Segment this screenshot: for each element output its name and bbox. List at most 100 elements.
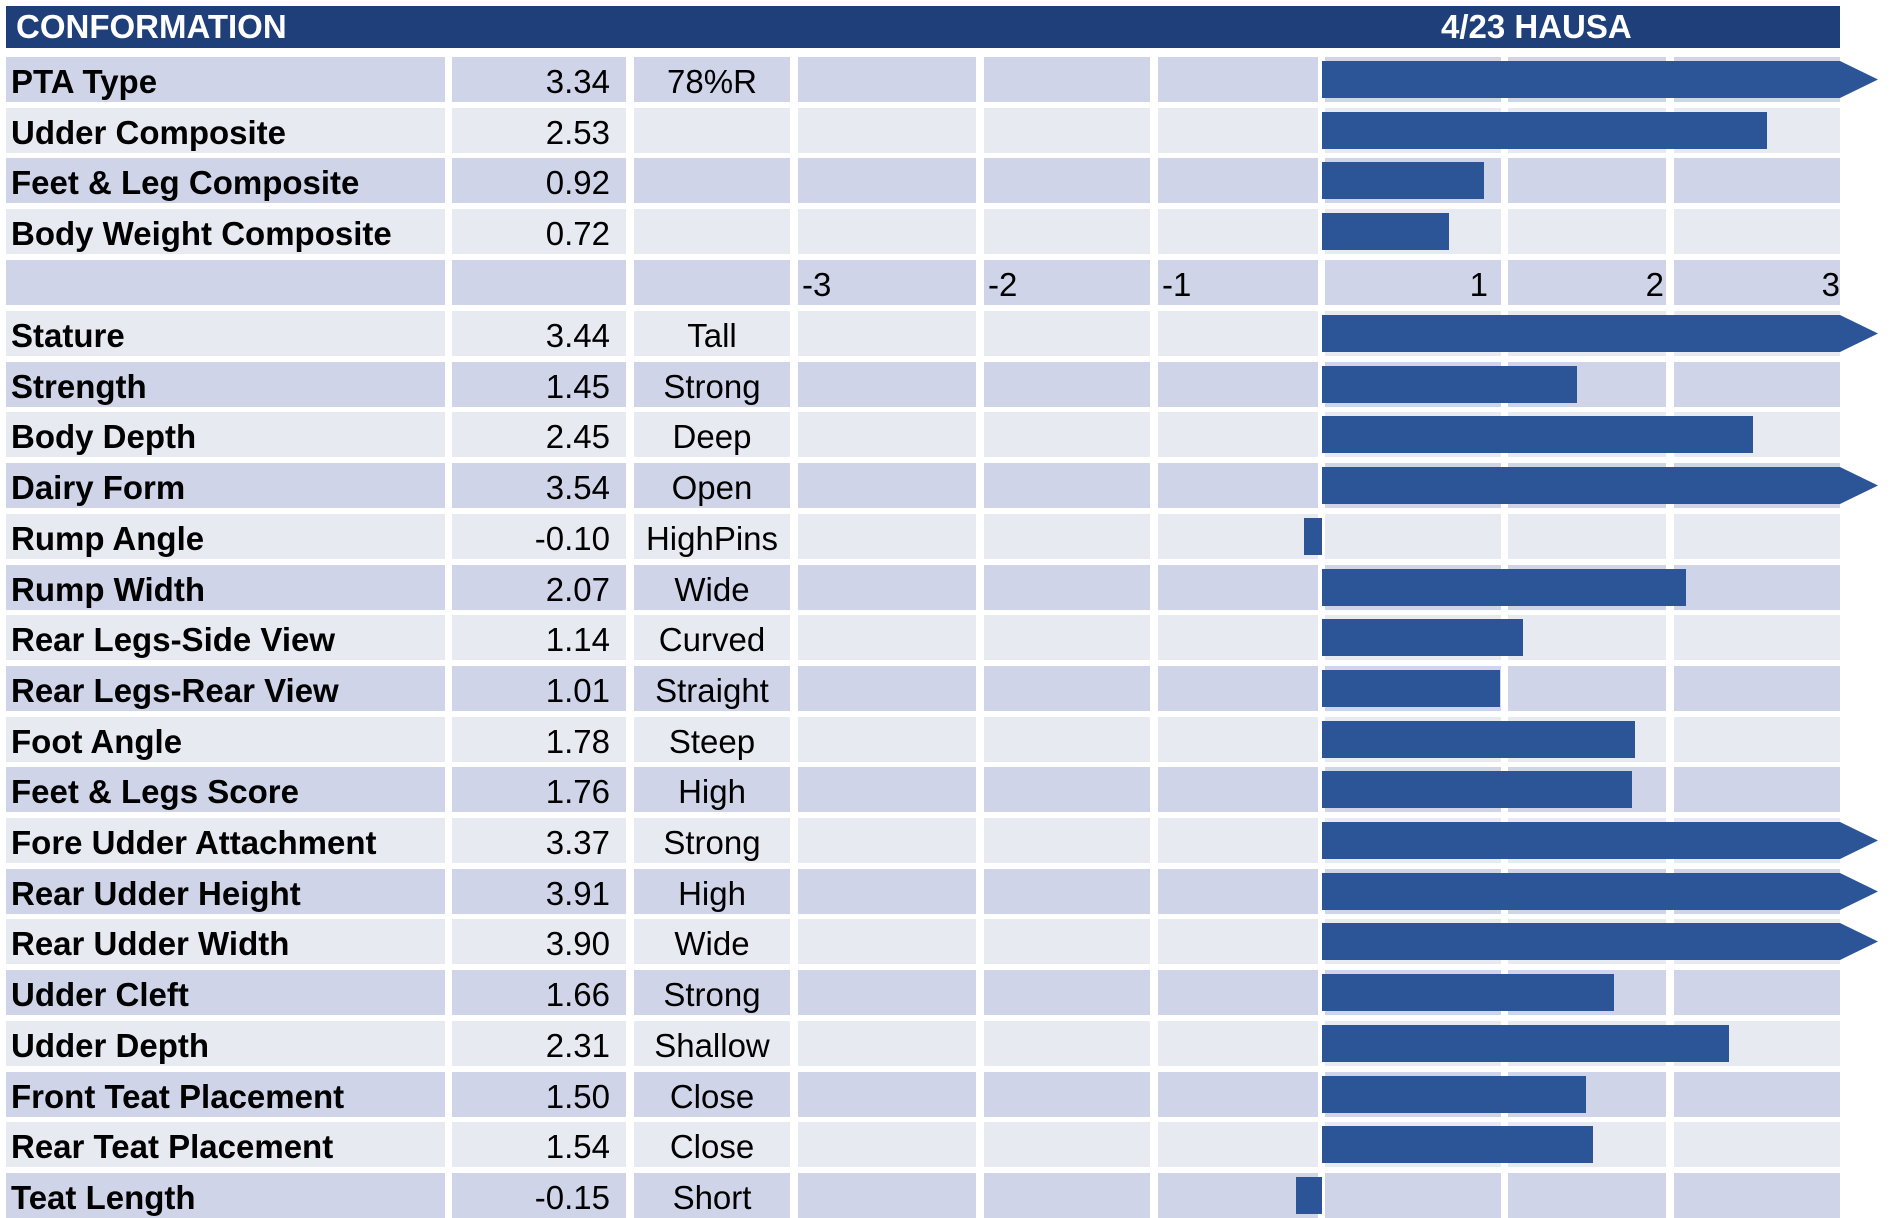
row-cell xyxy=(634,970,790,1015)
row-cell xyxy=(984,209,1150,254)
trait-name: Rear Legs-Rear View xyxy=(11,672,339,709)
trait-bar xyxy=(1322,61,1840,98)
row-cell xyxy=(798,666,976,711)
x-tick-label: -3 xyxy=(802,266,832,303)
trait-descriptor: Strong xyxy=(663,824,761,861)
row-cell xyxy=(798,463,976,508)
row-cell xyxy=(798,209,976,254)
row-cell xyxy=(984,158,1150,203)
trait-descriptor: Close xyxy=(669,1128,755,1165)
row-cell xyxy=(634,869,790,914)
row-cell xyxy=(1158,818,1318,863)
trait-name: Udder Cleft xyxy=(11,976,189,1013)
trait-value: 3.54 xyxy=(545,469,610,506)
date-label: 4/23 HAUSA xyxy=(1441,8,1632,45)
trait-bar xyxy=(1322,771,1632,808)
trait-descriptor: Shallow xyxy=(654,1027,770,1064)
trait-bar xyxy=(1322,923,1840,960)
row-cell xyxy=(798,514,976,559)
row-cell xyxy=(1674,158,1840,203)
row-cell xyxy=(452,57,626,102)
trait-value: 2.07 xyxy=(545,571,610,608)
trait-name: Rump Width xyxy=(11,571,205,608)
row-cell xyxy=(1508,1173,1666,1218)
overflow-arrow xyxy=(1840,61,1878,98)
row-cell xyxy=(798,717,976,762)
row-cell xyxy=(984,463,1150,508)
row-cell xyxy=(798,412,976,457)
row-cell xyxy=(984,666,1150,711)
trait-descriptor: Wide xyxy=(674,571,750,608)
row-cell xyxy=(798,1173,976,1218)
row-cell xyxy=(6,565,445,610)
section-title: CONFORMATION xyxy=(16,8,287,45)
row-cell xyxy=(634,412,790,457)
row-cell xyxy=(452,1072,626,1117)
trait-bar xyxy=(1322,721,1636,758)
row-cell xyxy=(1325,1173,1501,1218)
trait-descriptor: Short xyxy=(672,1179,752,1216)
row-cell xyxy=(634,565,790,610)
row-cell xyxy=(6,57,445,102)
row-cell xyxy=(1508,209,1666,254)
row-cell xyxy=(798,57,976,102)
axis-cell xyxy=(452,260,626,305)
trait-descriptor: High xyxy=(678,875,746,912)
row-cell xyxy=(634,463,790,508)
trait-name: Rear Udder Width xyxy=(11,925,290,962)
row-cell xyxy=(1674,514,1840,559)
trait-value: 1.45 xyxy=(545,368,610,405)
row-cell xyxy=(1325,514,1501,559)
row-cell xyxy=(798,108,976,153)
row-cell xyxy=(1674,1173,1840,1218)
row-cell xyxy=(1158,362,1318,407)
trait-bar xyxy=(1322,1126,1594,1163)
row-cell xyxy=(798,362,976,407)
trait-value: 2.31 xyxy=(545,1027,610,1064)
row-cell xyxy=(452,869,626,914)
row-cell xyxy=(1158,970,1318,1015)
row-cell xyxy=(634,615,790,660)
trait-value: 2.53 xyxy=(545,114,610,151)
trait-name: Feet & Leg Composite xyxy=(11,164,360,201)
row-cell xyxy=(1158,209,1318,254)
row-cell xyxy=(6,209,445,254)
trait-descriptor: High xyxy=(678,773,746,810)
trait-name: Rear Legs-Side View xyxy=(11,621,336,658)
row-cell xyxy=(984,615,1150,660)
row-cell xyxy=(1158,565,1318,610)
row-cell xyxy=(634,1021,790,1066)
row-cell xyxy=(452,463,626,508)
row-cell xyxy=(452,1122,626,1167)
trait-bar xyxy=(1322,315,1840,352)
row-cell xyxy=(984,767,1150,812)
trait-value: 0.72 xyxy=(545,215,610,252)
row-cell xyxy=(634,158,790,203)
row-cell xyxy=(1158,767,1318,812)
trait-name: Feet & Legs Score xyxy=(11,773,299,810)
trait-value: 1.01 xyxy=(545,672,610,709)
row-cell xyxy=(1674,1072,1840,1117)
row-cell xyxy=(452,615,626,660)
trait-name: Strength xyxy=(11,368,147,405)
row-cell xyxy=(634,919,790,964)
row-cell xyxy=(634,818,790,863)
row-cell xyxy=(1158,158,1318,203)
row-cell xyxy=(1674,666,1840,711)
trait-descriptor: Open xyxy=(671,469,753,506)
row-cell xyxy=(1158,463,1318,508)
row-cell xyxy=(452,1021,626,1066)
trait-name: Teat Length xyxy=(11,1179,196,1216)
trait-bar xyxy=(1322,1076,1586,1113)
row-cell xyxy=(984,57,1150,102)
row-cell xyxy=(634,209,790,254)
trait-name: Udder Depth xyxy=(11,1027,209,1064)
trait-descriptor: Deep xyxy=(672,418,752,455)
axis-cell xyxy=(1325,260,1501,305)
trait-name: Udder Composite xyxy=(11,114,287,151)
trait-bar xyxy=(1322,416,1754,453)
row-cell xyxy=(6,158,445,203)
trait-name: Foot Angle xyxy=(11,723,183,760)
axis-cell xyxy=(1508,260,1666,305)
axis-cell xyxy=(984,260,1150,305)
